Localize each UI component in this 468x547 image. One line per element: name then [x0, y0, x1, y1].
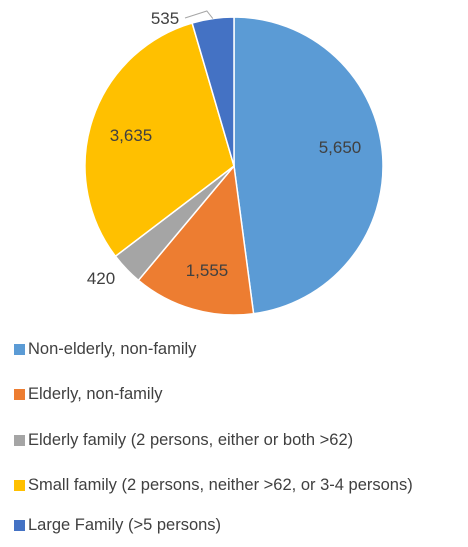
legend-label-elderly-non-family: Elderly, non-family [28, 385, 163, 403]
pie-slice-small-family-2-persons-neither-62-or-3-4-persons [84, 22, 235, 258]
legend-swatch-elderly-non-family [14, 389, 25, 400]
data-label-elderly-non-family: 1,555 [186, 261, 229, 280]
legend-label-non-elderly-non-family: Non-elderly, non-family [28, 340, 197, 358]
leader-line-large-family [184, 10, 214, 19]
legend-swatch-non-elderly-non-family [14, 344, 25, 355]
legend-label-small-family: Small family (2 persons, neither >62, or… [28, 476, 413, 494]
legend-swatch-small-family [14, 480, 25, 491]
pie-slice-non-elderly-non-family [233, 16, 384, 315]
data-label-non-elderly-non-family: 5,650 [319, 138, 362, 157]
pie-chart: 5,650 1,555 420 3,635 535 [84, 9, 384, 316]
legend-swatch-large-family [14, 520, 25, 531]
pie-slice-elderly-non-family [137, 164, 255, 316]
data-label-large-family-5-persons: 535 [151, 9, 179, 28]
legend-label-elderly-family: Elderly family (2 persons, either or bot… [28, 431, 354, 449]
pie-slice-large-family-5-persons [191, 16, 235, 167]
data-label-elderly-family-2-persons-either-or-both-62: 420 [87, 269, 115, 288]
legend-label-large-family: Large Family (>5 persons) [28, 516, 222, 534]
legend-swatch-elderly-family [14, 435, 25, 446]
data-label-small-family-2-persons-neither-62-or-3-4-persons: 3,635 [110, 126, 153, 145]
